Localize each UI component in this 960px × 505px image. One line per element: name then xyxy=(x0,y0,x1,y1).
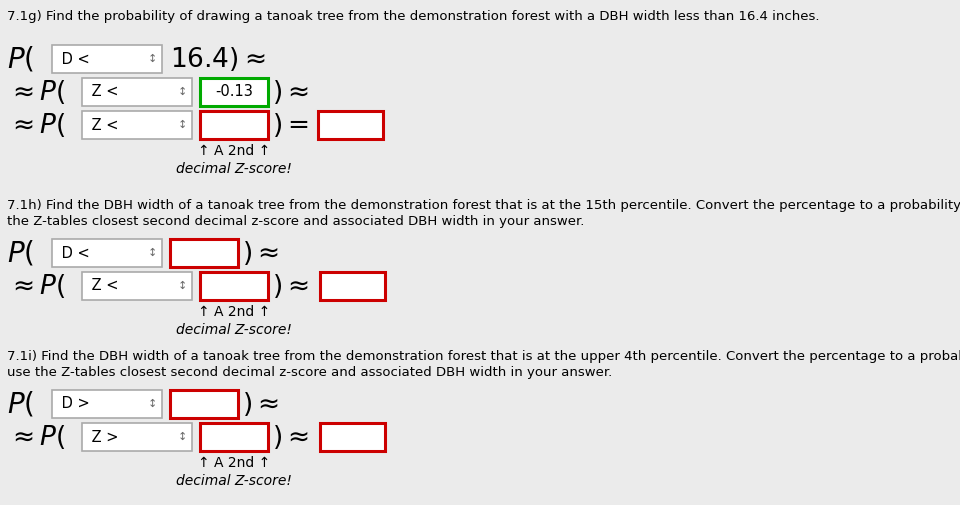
Bar xyxy=(320,423,385,451)
Bar xyxy=(200,111,268,139)
Text: decimal Z-score!: decimal Z-score! xyxy=(176,474,292,488)
Text: ↕: ↕ xyxy=(147,399,156,409)
Text: $\it{P}($: $\it{P}($ xyxy=(7,389,35,419)
Text: $\it{P}($: $\it{P}($ xyxy=(7,44,35,74)
Text: ↕: ↕ xyxy=(178,120,186,130)
Text: use the Z-tables closest second decimal z-score and associated DBH width in your: use the Z-tables closest second decimal … xyxy=(7,366,612,379)
Text: D <: D < xyxy=(57,245,89,261)
Text: the Z-tables closest second decimal z-score and associated DBH width in your ans: the Z-tables closest second decimal z-sc… xyxy=(7,215,585,228)
Bar xyxy=(320,272,385,300)
Bar xyxy=(82,423,192,451)
Bar xyxy=(82,78,192,106)
Text: Z <: Z < xyxy=(87,84,118,99)
Bar xyxy=(318,111,383,139)
Text: ↕: ↕ xyxy=(178,432,186,442)
Text: decimal Z-score!: decimal Z-score! xyxy=(176,162,292,176)
Text: ↑ A 2nd ↑: ↑ A 2nd ↑ xyxy=(198,456,270,470)
Text: ↑ A 2nd ↑: ↑ A 2nd ↑ xyxy=(198,144,270,158)
Text: Z <: Z < xyxy=(87,118,118,132)
Text: $\approx \it{P}($: $\approx \it{P}($ xyxy=(7,78,65,106)
Text: $) =$: $) =$ xyxy=(272,111,309,139)
Text: $) \approx$: $) \approx$ xyxy=(242,390,278,418)
Text: $) \approx$: $) \approx$ xyxy=(272,272,309,300)
Text: $\it{P}($: $\it{P}($ xyxy=(7,238,35,268)
Bar xyxy=(170,239,238,267)
Text: $) \approx$: $) \approx$ xyxy=(272,423,309,451)
Bar xyxy=(82,272,192,300)
Text: Z <: Z < xyxy=(87,278,118,293)
Text: $) \approx$: $) \approx$ xyxy=(272,78,309,106)
Bar xyxy=(82,111,192,139)
Bar xyxy=(170,390,238,418)
Text: ↕: ↕ xyxy=(147,248,156,258)
Text: ↑ A 2nd ↑: ↑ A 2nd ↑ xyxy=(198,305,270,319)
Text: $\approx \it{P}($: $\approx \it{P}($ xyxy=(7,272,65,300)
Text: 7.1h) Find the DBH width of a tanoak tree from the demonstration forest that is : 7.1h) Find the DBH width of a tanoak tre… xyxy=(7,199,960,212)
Text: 7.1i) Find the DBH width of a tanoak tree from the demonstration forest that is : 7.1i) Find the DBH width of a tanoak tre… xyxy=(7,350,960,363)
Text: $) \approx$: $) \approx$ xyxy=(242,239,278,267)
Bar xyxy=(200,272,268,300)
Text: D >: D > xyxy=(57,396,89,412)
Text: Z >: Z > xyxy=(87,429,118,444)
Bar xyxy=(52,390,162,418)
Text: ↕: ↕ xyxy=(178,87,186,97)
Bar xyxy=(52,45,162,73)
Text: -0.13: -0.13 xyxy=(215,84,252,99)
Text: $\approx \it{P}($: $\approx \it{P}($ xyxy=(7,111,65,139)
Text: ↕: ↕ xyxy=(147,54,156,64)
Bar xyxy=(200,78,268,106)
Bar xyxy=(52,239,162,267)
Text: $16.4) \approx$: $16.4) \approx$ xyxy=(170,45,266,73)
Bar xyxy=(200,423,268,451)
Text: decimal Z-score!: decimal Z-score! xyxy=(176,323,292,337)
Text: ↕: ↕ xyxy=(178,281,186,291)
Text: D <: D < xyxy=(57,52,89,67)
Text: 7.1g) Find the probability of drawing a tanoak tree from the demonstration fores: 7.1g) Find the probability of drawing a … xyxy=(7,10,820,23)
Text: $\approx \it{P}($: $\approx \it{P}($ xyxy=(7,423,65,451)
